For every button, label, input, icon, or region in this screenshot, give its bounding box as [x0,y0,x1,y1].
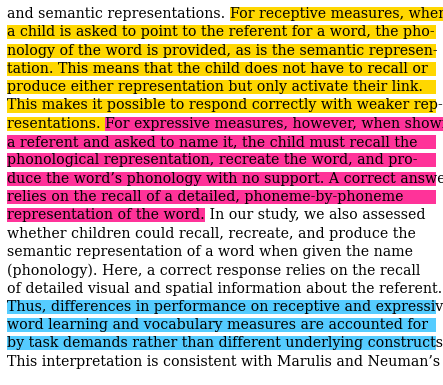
Bar [7,117,105,131]
Text: and semantic representations.: and semantic representations. [7,7,230,21]
Text: For receptive measures, when: For receptive measures, when [230,7,443,21]
Text: semantic representation of a word when given the name: semantic representation of a word when g… [7,245,413,259]
Text: by task demands rather than different underlying constructs.: by task demands rather than different un… [7,336,443,350]
Bar [7,44,436,58]
Bar [7,25,436,39]
Text: tation. This means that the child does not have to recall or: tation. This means that the child does n… [7,62,428,76]
Bar [230,7,443,21]
Text: In our study, we also assessed: In our study, we also assessed [205,208,425,222]
Bar [7,318,436,332]
Text: Thus, differences in performance on receptive and expressive: Thus, differences in performance on rece… [7,300,443,314]
Text: a child is asked to point to the referent for a word, the pho-: a child is asked to point to the referen… [7,25,435,39]
Bar [7,190,436,204]
Bar [105,117,443,131]
Bar [7,62,436,76]
Text: representation of the word.: representation of the word. [7,208,205,222]
Text: resentations.: resentations. [7,117,105,131]
Bar [7,300,436,314]
Text: of detailed visual and spatial information about the referent.: of detailed visual and spatial informati… [7,281,442,296]
Bar [7,208,205,222]
Text: phonological representation, recreate the word, and pro-: phonological representation, recreate th… [7,153,417,167]
Bar [7,172,436,186]
Bar [7,80,436,94]
Text: This makes it possible to respond correctly with weaker rep-: This makes it possible to respond correc… [7,99,443,112]
Text: relies on the recall of a detailed, phoneme-by-phoneme: relies on the recall of a detailed, phon… [7,190,404,204]
Text: nology of the word is provided, as is the semantic represen-: nology of the word is provided, as is th… [7,44,438,58]
Text: produce either representation but only activate their link.: produce either representation but only a… [7,80,423,94]
Text: duce the word’s phonology with no support. A correct answer: duce the word’s phonology with no suppor… [7,172,443,186]
Bar [7,336,436,350]
Bar [7,153,436,167]
Text: For expressive measures, however, when shown: For expressive measures, however, when s… [105,117,443,131]
Bar [7,99,436,112]
Bar [7,135,436,149]
Text: (phonology). Here, a correct response relies on the recall: (phonology). Here, a correct response re… [7,263,420,278]
Text: a referent and asked to name it, the child must recall the: a referent and asked to name it, the chi… [7,135,417,149]
Text: word learning and vocabulary measures are accounted for: word learning and vocabulary measures ar… [7,318,428,332]
Text: This interpretation is consistent with Marulis and Neuman’s: This interpretation is consistent with M… [7,355,440,369]
Text: whether children could recall, recreate, and produce the: whether children could recall, recreate,… [7,227,416,241]
